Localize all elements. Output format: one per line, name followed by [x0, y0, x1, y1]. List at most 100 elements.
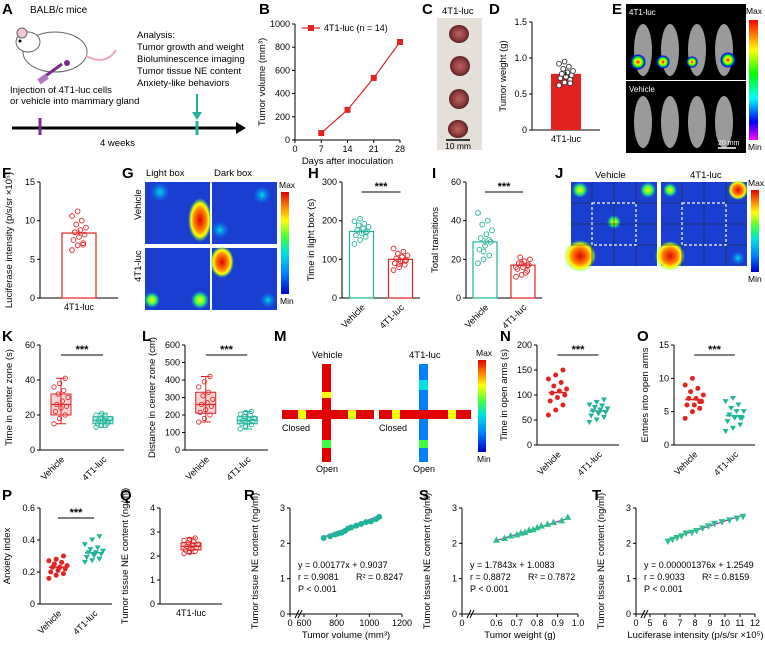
x-tick-label: 600 — [296, 618, 311, 628]
panel-e: E 4T1-luc Vehicle 20 mm Max Min — [612, 1, 763, 153]
x-category-label: Vehicle — [672, 449, 700, 477]
y-tick-label: 300 — [165, 393, 180, 403]
y-tick-label: 0 — [332, 293, 337, 303]
data-point — [475, 260, 481, 267]
y-tick-label: 800 — [275, 42, 290, 52]
y-tick-label: 400 — [275, 89, 290, 99]
data-point — [196, 419, 202, 425]
data-point — [244, 419, 250, 425]
maze-label-vehicle: Vehicle — [312, 350, 343, 361]
analysis-item: Tumor tissue NE content — [137, 66, 242, 77]
maze-open-label: Open — [316, 464, 338, 474]
data-point — [203, 407, 209, 413]
data-point — [60, 553, 66, 559]
panel-i-label: I — [432, 165, 436, 182]
colorbar — [749, 20, 758, 140]
data-point — [558, 70, 565, 77]
maze-hotspot — [322, 440, 331, 448]
y-tick-label: 40 — [25, 375, 35, 385]
data-point — [492, 536, 500, 543]
arena-label-vehicle: Vehicle — [595, 170, 626, 181]
x-category-label: 4T1-luc — [551, 134, 582, 144]
data-point — [60, 571, 66, 577]
x-category-label: 4T1-luc — [576, 449, 605, 478]
x-category-label: 4T1-luc — [224, 454, 253, 483]
x-category-label: 4T1-luc — [500, 302, 529, 331]
panel-t-label: T — [592, 487, 601, 504]
y-tick-label: 0.4 — [22, 535, 35, 545]
data-point — [205, 389, 212, 395]
data-point — [208, 403, 214, 409]
x-tick-label: 28 — [395, 144, 405, 154]
hotspot — [191, 291, 209, 309]
data-point — [564, 386, 570, 392]
panel-c-label: C — [422, 1, 433, 18]
data-point — [243, 409, 249, 415]
panel-l: L 0 100 200 300 400 500 600 Distance in center … — [142, 328, 268, 483]
data-point — [564, 513, 572, 520]
data-point — [187, 536, 193, 542]
data-point — [93, 412, 99, 418]
data-point — [357, 237, 363, 243]
bar — [510, 264, 536, 299]
y-tick-label: 0 — [456, 293, 461, 303]
panel-a: A BALB/c mice Injection of 4T1-luc cells… — [2, 1, 246, 149]
data-point — [691, 402, 697, 408]
data-point — [46, 575, 52, 581]
significance-stars: *** — [70, 507, 84, 519]
panel-s: S 0 1 2 3 Tumor tissue NE content (ng/ml) 0 0.… — [419, 487, 584, 641]
data-point — [545, 412, 551, 418]
data-point — [81, 542, 88, 548]
data-point — [480, 248, 487, 255]
axis-break — [297, 609, 303, 619]
maze-hotspot — [298, 410, 306, 419]
injection-line-1: Injection of 4T1-luc cells — [10, 85, 112, 96]
data-point — [561, 58, 568, 65]
x-tick-label: 0.9 — [551, 618, 564, 628]
panel-r: R 0 1 2 3 Tumor tissue NE content (ng/ml) 0 60… — [244, 487, 412, 641]
data-point — [362, 229, 369, 236]
x-tick-label: 0 — [459, 618, 464, 628]
data-point — [484, 217, 491, 224]
data-point — [318, 130, 325, 137]
data-point — [81, 231, 88, 238]
bar — [348, 230, 375, 299]
panel-o-label: O — [637, 328, 649, 345]
data-point — [513, 531, 521, 538]
bar — [472, 241, 498, 299]
significance-stars: *** — [708, 344, 722, 356]
hotspot — [564, 240, 596, 272]
data-point — [729, 395, 736, 401]
data-point — [201, 379, 207, 385]
y-tick-label: 1000 — [270, 19, 290, 29]
y-tick-label: 0 — [527, 440, 532, 450]
y-tick-label: 0 — [150, 599, 155, 609]
legend-marker — [308, 25, 314, 31]
data-point — [97, 415, 103, 422]
x-tick-label: 1.0 — [572, 618, 585, 628]
data-point — [724, 419, 731, 425]
data-point — [524, 262, 531, 268]
y-tick-label: 0 — [175, 445, 180, 455]
y-axis-label: Luciferase intensity (p/s/sr ×10⁵) — [4, 172, 15, 308]
data-point — [558, 516, 566, 524]
colorbar-max: Max — [279, 180, 296, 190]
y-tick-label: 2 — [452, 538, 457, 548]
data-point — [96, 534, 103, 540]
data-point — [722, 399, 729, 405]
x-tick-label: 0 — [292, 144, 297, 154]
y-tick-label: 1 — [452, 574, 457, 584]
tumor-photo — [449, 25, 469, 43]
maze-hotspot — [419, 440, 428, 448]
panel-h: H 0 100 200 300 Time in light box (s) Vehicle… — [306, 165, 420, 331]
r-squared: R² = 0.8159 — [702, 572, 749, 582]
data-point — [251, 415, 257, 421]
data-point — [348, 524, 355, 531]
correlation-r: r = 0.9081 — [298, 572, 339, 582]
y-axis-label: Tumor tissue NE content (ng/ml) — [596, 493, 607, 629]
row-vehicle: Vehicle — [133, 189, 144, 220]
x-tick-label: 1200 — [392, 618, 412, 628]
y-tick-label: 600 — [275, 65, 290, 75]
